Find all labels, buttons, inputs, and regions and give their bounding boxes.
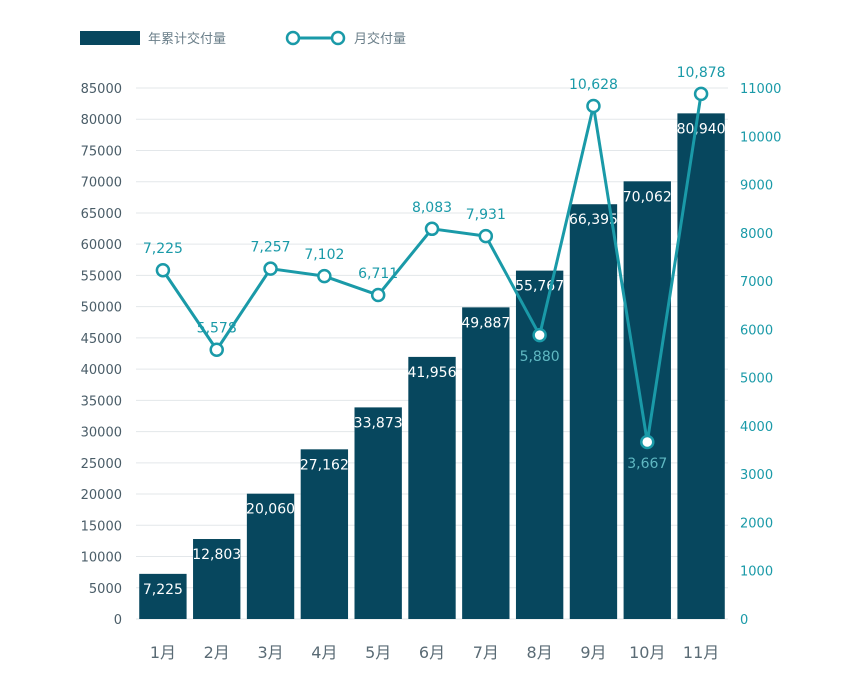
y-right-tick-label: 2000 — [740, 516, 773, 531]
line-point — [370, 287, 386, 303]
x-tick-label: 1月 — [150, 643, 176, 662]
y-left-tick-label: 35000 — [81, 394, 122, 409]
y-left-tick-label: 60000 — [81, 238, 122, 253]
bar — [246, 493, 295, 619]
y-right-tick-label: 11000 — [740, 82, 781, 97]
y-right-tick-label: 3000 — [740, 468, 773, 483]
y-left-tick-label: 40000 — [81, 363, 122, 378]
y-right-tick-label: 4000 — [740, 420, 773, 435]
line-point — [478, 228, 494, 244]
y-left-tick-label: 10000 — [81, 551, 122, 566]
line-data-label: 7,257 — [250, 240, 290, 256]
bar — [193, 539, 241, 619]
x-tick-label: 11月 — [683, 643, 719, 662]
x-tick-label: 9月 — [580, 643, 606, 662]
y-right-tick-label: 9000 — [740, 179, 773, 194]
x-tick-label: 8月 — [527, 643, 553, 662]
y-right-tick-label: 0 — [740, 613, 748, 628]
bar-data-label: 7,225 — [143, 582, 183, 598]
bar-data-label: 80,940 — [677, 121, 726, 137]
y-left-tick-label: 85000 — [81, 82, 122, 97]
line-data-label: 7,225 — [143, 241, 183, 257]
y-axis-right: 0 1000 2000 3000 4000 5000 6000 7000 8000 9000 100… — [740, 82, 781, 628]
x-tick-label: 7月 — [473, 643, 499, 662]
line-point — [209, 342, 224, 357]
legend-marker-left — [285, 30, 301, 46]
bar-data-label: 27,162 — [300, 457, 349, 473]
bar-data-labels: 7,225 12,803 20,060 27,162 33,873 41,956 49,88… — [143, 121, 726, 598]
line-point — [586, 98, 601, 114]
line-point — [155, 262, 171, 278]
y-left-tick-label: 15000 — [81, 519, 122, 534]
line-point — [424, 221, 440, 237]
y-right-tick-label: 1000 — [740, 565, 773, 580]
line-data-label: 6,711 — [358, 266, 398, 282]
x-tick-label: 10月 — [629, 643, 665, 662]
x-tick-label: 4月 — [311, 643, 337, 662]
line-point — [263, 261, 278, 276]
y-right-tick-label: 10000 — [740, 130, 781, 145]
bar-series — [139, 113, 725, 620]
bar — [515, 270, 564, 619]
line-point — [640, 434, 655, 450]
bar — [300, 449, 349, 619]
y-left-tick-label: 0 — [114, 613, 122, 628]
y-left-tick-label: 20000 — [81, 488, 122, 503]
bar-data-label: 70,062 — [623, 189, 672, 205]
y-right-tick-label: 6000 — [740, 323, 773, 338]
y-left-tick-label: 65000 — [81, 207, 122, 222]
bar — [408, 356, 456, 619]
bar — [354, 407, 402, 619]
y-axis-left: 0 5000 10000 15000 20000 25000 30000 35000 40000… — [81, 82, 122, 628]
bar-data-label: 33,873 — [354, 415, 403, 431]
y-left-tick-label: 55000 — [81, 269, 122, 284]
line-data-labels: 7,225 5,578 7,257 7,102 6,711 8,083 7,931 5,880… — [143, 65, 726, 472]
y-left-tick-label: 25000 — [81, 457, 122, 472]
line-data-label: 7,931 — [466, 207, 506, 223]
y-right-tick-label: 5000 — [740, 372, 773, 387]
legend: 年累计交付量 月交付量 — [80, 30, 406, 47]
x-tick-label: 2月 — [204, 643, 230, 662]
bar-data-label: 49,887 — [461, 315, 510, 331]
bar — [569, 204, 618, 619]
y-right-tick-label: 7000 — [740, 275, 773, 290]
bar-data-label: 12,803 — [192, 547, 241, 563]
line-series — [155, 86, 709, 450]
legend-marker-right — [330, 30, 346, 46]
bar-data-label: 41,956 — [408, 365, 457, 381]
bar — [462, 307, 510, 619]
bar-data-label: 55,767 — [515, 279, 564, 295]
y-left-tick-label: 70000 — [81, 176, 122, 191]
x-axis: 1月 2月 3月 4月 5月 6月 7月 8月 9月 10月 11月 — [150, 643, 719, 662]
line-data-label: 5,880 — [520, 349, 560, 365]
y-left-tick-label: 80000 — [81, 113, 122, 128]
legend-label-line: 月交付量 — [354, 31, 406, 47]
x-tick-label: 6月 — [419, 643, 445, 662]
x-tick-label: 5月 — [365, 643, 391, 662]
y-left-tick-label: 5000 — [89, 582, 122, 597]
line-data-label: 7,102 — [304, 247, 344, 263]
x-tick-label: 3月 — [257, 643, 283, 662]
line-data-label: 10,878 — [677, 65, 726, 81]
line-data-label: 5,578 — [197, 321, 237, 337]
bar-data-label: 20,060 — [246, 502, 295, 518]
y-left-tick-label: 45000 — [81, 332, 122, 347]
legend-label-bar: 年累计交付量 — [148, 31, 226, 47]
legend-swatch-bar — [80, 31, 140, 45]
line-point — [693, 86, 709, 102]
line-point — [532, 327, 547, 343]
line-point — [317, 268, 332, 284]
bar — [623, 181, 671, 620]
y-right-tick-label: 8000 — [740, 227, 773, 242]
bar — [677, 113, 725, 619]
line-data-label: 3,667 — [627, 456, 667, 472]
y-left-tick-label: 30000 — [81, 426, 122, 441]
bar-data-label: 66,395 — [569, 212, 618, 228]
line-data-label: 8,083 — [412, 200, 452, 216]
line-data-label: 10,628 — [569, 77, 618, 93]
bar — [139, 573, 187, 619]
y-left-tick-label: 50000 — [81, 301, 122, 316]
y-left-tick-label: 75000 — [81, 144, 122, 159]
